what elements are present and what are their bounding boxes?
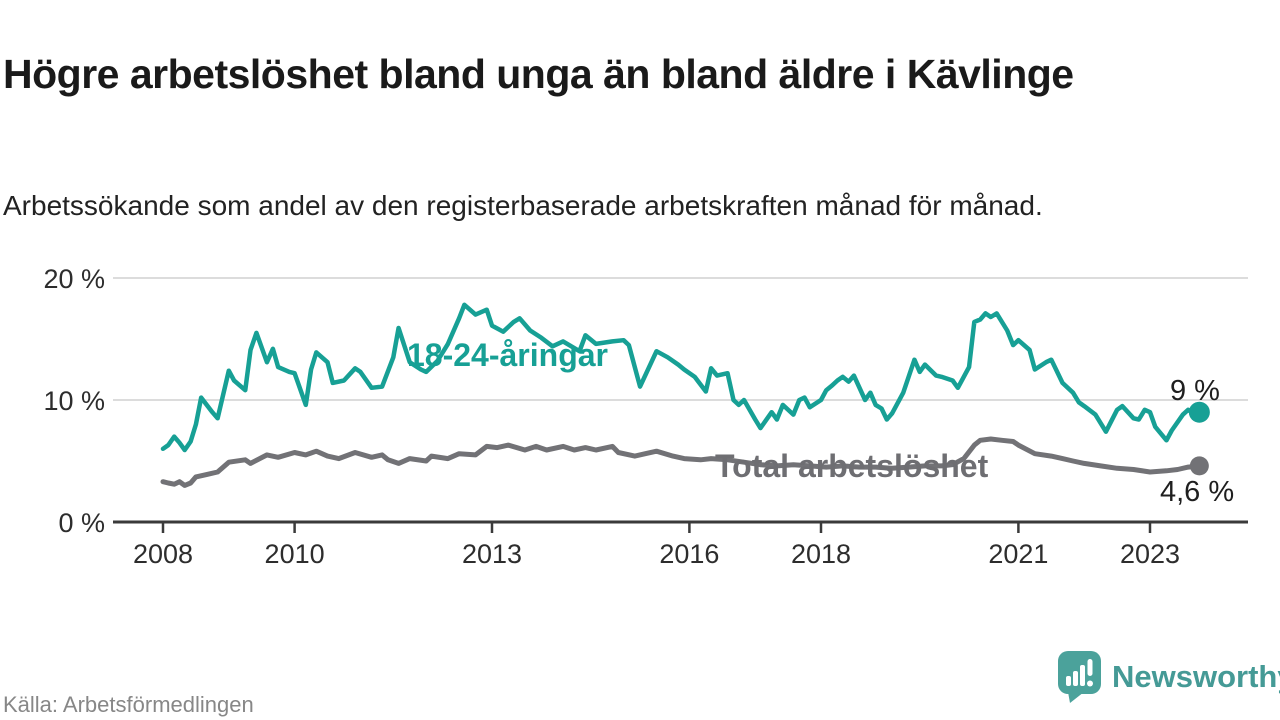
series-label-total: Total arbetslöshet xyxy=(715,448,989,484)
newsworthy-logo-text: Newsworthy xyxy=(1112,659,1280,694)
page-title: Högre arbetslöshet bland unga än bland ä… xyxy=(3,51,1074,98)
series-label-youth: 18-24-åringar xyxy=(407,337,608,373)
y-axis-label: 0 % xyxy=(58,508,105,538)
gridlines-group xyxy=(113,277,1248,401)
series-end-dot-total xyxy=(1189,456,1209,476)
series-group xyxy=(160,302,1210,488)
y-axis-label: 20 % xyxy=(43,264,105,294)
x-axis-label: 2010 xyxy=(265,539,325,569)
end-value-label-youth: 9 % xyxy=(1170,375,1220,407)
series-line-total xyxy=(160,436,1202,488)
x-axis-label: 2008 xyxy=(133,539,193,569)
x-axis-label: 2016 xyxy=(659,539,719,569)
x-axis-label: 2018 xyxy=(791,539,851,569)
newsworthy-logo: Newsworthy xyxy=(1058,651,1280,703)
newsworthy-logo-icon xyxy=(1058,651,1101,703)
series-line-youth xyxy=(160,302,1202,453)
unemployment-line-chart: 0 %10 %20 %2008 2010 2013 2016 2018 2021 2023 … xyxy=(43,264,1248,569)
x-axis-label: 2013 xyxy=(462,539,522,569)
end-value-label-total: 4,6 % xyxy=(1160,476,1234,508)
series-end-dot-youth xyxy=(1188,401,1210,423)
source-note: Källa: Arbetsförmedlingen xyxy=(3,692,254,717)
axis-group: 0 % 10 % 20 % 2008 2010 2013 2016 2018 2021 2023 xyxy=(43,264,1248,569)
y-axis-label: 10 % xyxy=(43,386,105,416)
x-axis-label: 2021 xyxy=(988,539,1048,569)
x-axis-label: 2023 xyxy=(1120,539,1180,569)
page-subtitle: Arbetssökande som andel av den registerb… xyxy=(3,190,1043,221)
